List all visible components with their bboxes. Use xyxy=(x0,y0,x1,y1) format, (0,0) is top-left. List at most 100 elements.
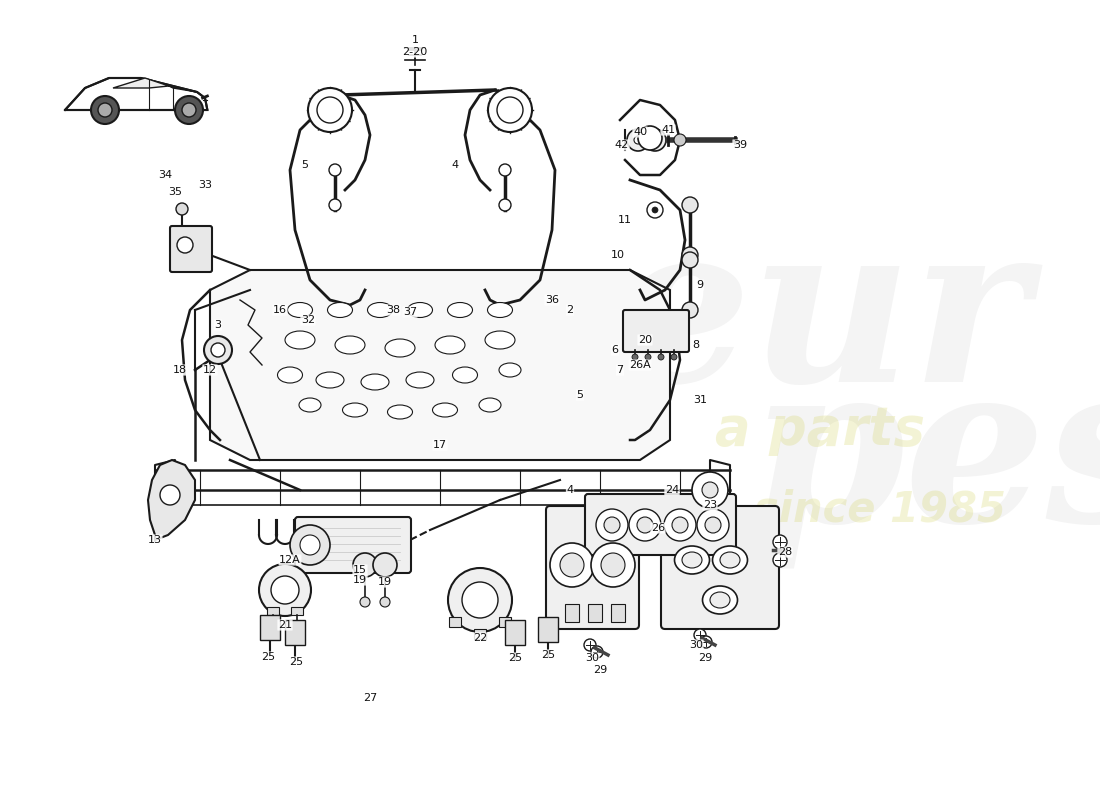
Text: 22: 22 xyxy=(473,633,487,643)
Ellipse shape xyxy=(485,331,515,349)
Text: 20: 20 xyxy=(638,335,652,345)
Ellipse shape xyxy=(299,398,321,412)
Ellipse shape xyxy=(710,592,730,608)
Circle shape xyxy=(664,509,696,541)
Circle shape xyxy=(176,203,188,215)
Circle shape xyxy=(258,564,311,616)
Bar xyxy=(292,607,302,615)
Circle shape xyxy=(682,252,698,268)
Circle shape xyxy=(290,525,330,565)
Circle shape xyxy=(91,96,119,124)
Text: 32: 32 xyxy=(301,315,315,325)
Text: 2-20: 2-20 xyxy=(403,47,428,57)
Text: 38: 38 xyxy=(386,305,400,315)
Circle shape xyxy=(204,336,232,364)
Circle shape xyxy=(702,482,718,498)
Circle shape xyxy=(300,535,320,555)
Text: 41: 41 xyxy=(661,125,675,135)
Circle shape xyxy=(697,509,729,541)
Circle shape xyxy=(499,199,512,211)
Ellipse shape xyxy=(407,302,432,318)
Circle shape xyxy=(317,97,343,123)
Text: a parts: a parts xyxy=(715,404,925,456)
Text: 19: 19 xyxy=(378,577,392,587)
Text: 4: 4 xyxy=(566,485,573,495)
Text: 27: 27 xyxy=(363,693,377,703)
Text: eur: eur xyxy=(609,212,1030,428)
Circle shape xyxy=(497,97,522,123)
Bar xyxy=(474,629,486,639)
Text: since 1985: since 1985 xyxy=(754,489,1007,531)
Circle shape xyxy=(584,639,596,651)
Text: 4: 4 xyxy=(451,160,459,170)
Circle shape xyxy=(705,517,720,533)
Text: 10: 10 xyxy=(610,250,625,260)
FancyBboxPatch shape xyxy=(661,506,779,629)
Text: 39: 39 xyxy=(733,140,747,150)
Text: 25: 25 xyxy=(508,653,522,663)
Text: 15: 15 xyxy=(353,565,367,575)
Circle shape xyxy=(448,568,512,632)
Text: 25: 25 xyxy=(289,657,304,667)
Circle shape xyxy=(700,636,712,648)
Text: 1: 1 xyxy=(411,35,418,45)
Text: 6: 6 xyxy=(612,345,618,355)
Circle shape xyxy=(638,126,662,150)
Text: 17: 17 xyxy=(433,440,447,450)
Text: pes: pes xyxy=(749,352,1100,568)
Circle shape xyxy=(177,237,192,253)
Circle shape xyxy=(601,553,625,577)
FancyBboxPatch shape xyxy=(295,517,411,573)
Ellipse shape xyxy=(277,367,302,383)
Circle shape xyxy=(604,517,620,533)
Ellipse shape xyxy=(316,372,344,388)
Circle shape xyxy=(773,535,786,549)
Text: 23: 23 xyxy=(703,500,717,510)
Ellipse shape xyxy=(434,336,465,354)
FancyBboxPatch shape xyxy=(623,310,689,352)
Text: 12: 12 xyxy=(202,365,217,375)
Ellipse shape xyxy=(336,336,365,354)
Text: 9: 9 xyxy=(696,280,704,290)
Circle shape xyxy=(692,472,728,508)
Text: 8: 8 xyxy=(692,340,700,350)
Text: 35: 35 xyxy=(168,187,182,197)
Ellipse shape xyxy=(328,302,352,318)
Circle shape xyxy=(651,136,659,144)
Circle shape xyxy=(637,517,653,533)
Text: 5: 5 xyxy=(301,160,308,170)
Text: 36: 36 xyxy=(544,295,559,305)
Bar xyxy=(499,618,512,627)
Bar xyxy=(565,604,579,622)
Circle shape xyxy=(596,509,628,541)
Bar xyxy=(505,620,525,645)
Circle shape xyxy=(360,597,370,607)
Circle shape xyxy=(694,629,706,641)
Bar xyxy=(260,615,280,640)
Text: 25: 25 xyxy=(261,652,275,662)
Circle shape xyxy=(308,88,352,132)
Polygon shape xyxy=(210,270,670,460)
Text: 2: 2 xyxy=(566,305,573,315)
Text: 3: 3 xyxy=(214,320,221,330)
Text: 12A: 12A xyxy=(279,555,301,565)
Ellipse shape xyxy=(285,331,315,349)
Circle shape xyxy=(627,129,649,151)
Circle shape xyxy=(182,103,196,117)
Ellipse shape xyxy=(406,372,434,388)
Ellipse shape xyxy=(720,552,740,568)
Circle shape xyxy=(98,103,112,117)
Circle shape xyxy=(645,354,651,360)
Circle shape xyxy=(379,597,390,607)
Text: 13: 13 xyxy=(148,535,162,545)
Bar xyxy=(588,604,602,622)
Circle shape xyxy=(211,343,226,357)
Ellipse shape xyxy=(713,546,748,574)
Ellipse shape xyxy=(478,398,500,412)
Circle shape xyxy=(671,354,676,360)
Text: 16: 16 xyxy=(273,305,287,315)
Circle shape xyxy=(629,509,661,541)
Circle shape xyxy=(773,553,786,567)
Text: 26A: 26A xyxy=(629,360,651,370)
FancyBboxPatch shape xyxy=(546,506,639,629)
